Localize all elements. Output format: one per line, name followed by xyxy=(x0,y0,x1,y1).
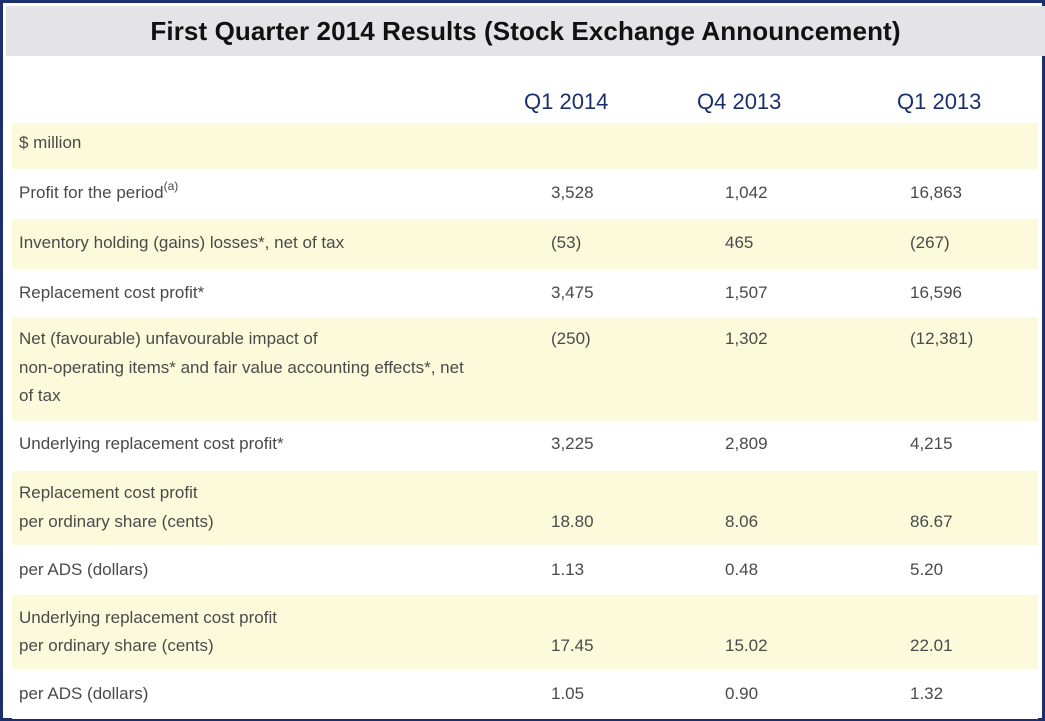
table-row-unit: $ million xyxy=(12,123,1038,169)
table-row: Inventory holding (gains) losses*, net o… xyxy=(12,219,1038,269)
table-row: Replacement cost profit per ordinary sha… xyxy=(12,471,1038,545)
cell-q4-2013: 15.02 xyxy=(725,636,768,655)
cell-q4-2013: 1,042 xyxy=(725,183,768,202)
footnote-marker: (a) xyxy=(163,179,179,193)
cell-q1-2014: 1.05 xyxy=(551,684,585,703)
row-label-line: Underlying replacement cost profit xyxy=(19,608,277,627)
title-bar: First Quarter 2014 Results (Stock Exchan… xyxy=(6,6,1045,56)
row-label: Inventory holding (gains) losses*, net o… xyxy=(19,233,345,252)
cell-q1-2014: 17.45 xyxy=(551,636,594,655)
cell-q1-2013: 86.67 xyxy=(910,512,953,531)
cell-q1-2013: 22.01 xyxy=(910,636,953,655)
row-label-line: Net (favourable) unfavourable impact of xyxy=(19,329,318,348)
cell-q4-2013: 1,507 xyxy=(725,283,768,302)
unit-label: $ million xyxy=(19,133,82,152)
cell-q1-2014: 1.13 xyxy=(551,560,585,579)
cell-q1-2014: 18.80 xyxy=(551,512,594,531)
cell-q1-2014: (53) xyxy=(551,233,582,252)
cell-q1-2014: 3,475 xyxy=(551,283,594,302)
cell-q1-2013: 4,215 xyxy=(910,434,953,453)
row-label-line: non-operating items* and fair value acco… xyxy=(19,358,464,377)
row-label: per ADS (dollars) xyxy=(19,684,149,703)
cell-q4-2013: 2,809 xyxy=(725,434,768,453)
column-header-q4-2013: Q4 2013 xyxy=(697,89,782,114)
cell-q4-2013: 0.90 xyxy=(725,684,759,703)
cell-q1-2013: 5.20 xyxy=(910,560,944,579)
cell-q1-2014: (250) xyxy=(551,329,591,348)
cell-q1-2013: (12,381) xyxy=(910,329,974,348)
row-label-line: Replacement cost profit xyxy=(19,483,198,502)
page-title: First Quarter 2014 Results (Stock Exchan… xyxy=(150,15,901,46)
cell-q1-2014: 3,528 xyxy=(551,183,594,202)
row-label: per ADS (dollars) xyxy=(19,560,149,579)
cell-q4-2013: 0.48 xyxy=(725,560,759,579)
cell-q4-2013: 8.06 xyxy=(725,512,759,531)
cell-q1-2014: 3,225 xyxy=(551,434,594,453)
cell-q1-2013: 1.32 xyxy=(910,684,944,703)
table-row: Underlying replacement cost profit per o… xyxy=(12,595,1038,669)
cell-q1-2013: 16,863 xyxy=(910,183,962,202)
row-label: Profit for the period(a) xyxy=(19,179,179,202)
table-row: Underlying replacement cost profit* 3,22… xyxy=(12,421,1038,471)
cell-q1-2013: 16,596 xyxy=(910,283,962,302)
table-row: per ADS (dollars) 1.13 0.48 5.20 xyxy=(12,545,1038,595)
row-label-line: of tax xyxy=(19,386,61,405)
table-row: per ADS (dollars) 1.05 0.90 1.32 xyxy=(12,669,1038,719)
cell-q1-2013: (267) xyxy=(910,233,950,252)
table-row: Replacement cost profit* 3,475 1,507 16,… xyxy=(12,269,1038,317)
row-label-line: per ordinary share (cents) xyxy=(19,636,214,655)
table-row: Profit for the period(a) 3,528 1,042 16,… xyxy=(12,169,1038,219)
row-label: Underlying replacement cost profit* xyxy=(19,434,284,453)
row-label-line: per ordinary share (cents) xyxy=(19,512,214,531)
column-header-q1-2014: Q1 2014 xyxy=(524,89,609,114)
cell-q4-2013: 1,302 xyxy=(725,329,768,348)
cell-q4-2013: 465 xyxy=(725,233,754,252)
table-row: Net (favourable) unfavourable impact of … xyxy=(12,317,1038,421)
column-header-q1-2013: Q1 2013 xyxy=(897,89,982,114)
row-label: Replacement cost profit* xyxy=(19,283,205,302)
